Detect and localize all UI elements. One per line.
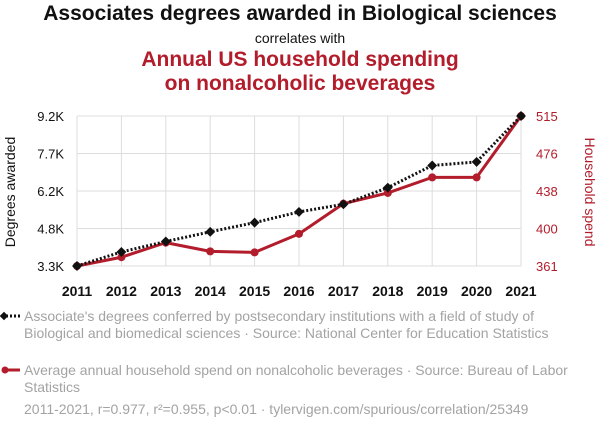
point-degrees xyxy=(205,226,216,237)
y-left-tick-label: 7.7K xyxy=(37,147,64,162)
point-household-spend xyxy=(295,229,303,238)
y-right-tick-label: 476 xyxy=(536,147,558,162)
secondary-title-line1: Annual US household spending xyxy=(141,48,459,71)
legend-series2: Average annual household spend on nonalc… xyxy=(0,362,590,397)
y-right-tick-label: 361 xyxy=(536,259,558,274)
x-axis-ticks: 2011 2012 2013 2014 2015 2016 2017 2018 2019 2020… xyxy=(62,283,537,299)
x-tick-label: 2015 xyxy=(239,283,270,299)
legend-series1: Associate's degrees conferred by postsec… xyxy=(0,308,590,360)
x-tick-label: 2020 xyxy=(461,283,492,299)
x-tick-label: 2014 xyxy=(195,283,226,299)
point-household-spend xyxy=(472,173,481,182)
legend-swatch-series2 xyxy=(1,366,20,374)
x-tick-label: 2017 xyxy=(328,283,359,299)
right-axis-ticks: 361 400 438 476 515 xyxy=(536,109,558,274)
x-tick-label: 2012 xyxy=(106,283,137,299)
x-tick-label: 2021 xyxy=(505,283,536,299)
x-tick-label: 2013 xyxy=(150,283,181,299)
point-degrees xyxy=(516,111,526,121)
chart-title: Associates degrees awarded in Biological… xyxy=(43,2,557,25)
legend-text-series2: Average annual household spend on nonalc… xyxy=(24,362,568,395)
secondary-title-line2: on nonalcoholic beverages xyxy=(164,72,436,95)
legend-swatch-series1 xyxy=(0,311,20,321)
left-axis-ticks: 3.3K 4.8K 6.2K 7.7K 9.2K xyxy=(37,109,64,274)
chart-subtitle: correlates with xyxy=(254,30,346,46)
series-markers xyxy=(72,111,526,271)
point-household-spend xyxy=(383,188,392,197)
point-degrees xyxy=(116,247,127,257)
point-degrees xyxy=(72,261,82,271)
y-right-tick-label: 400 xyxy=(536,222,558,237)
correlation-chart: 3.3K 4.8K 6.2K 7.7K 9.2K 361 400 438 476 515 201… xyxy=(2,109,598,299)
legend-text-series1: Associate's degrees conferred by postsec… xyxy=(24,308,549,341)
point-degrees xyxy=(471,156,482,167)
y-left-tick-label: 9.2K xyxy=(37,109,64,124)
x-tick-label: 2016 xyxy=(283,283,314,299)
y-right-tick-label: 515 xyxy=(536,109,558,124)
point-degrees xyxy=(382,182,393,193)
point-household-spend xyxy=(250,248,259,257)
point-degrees xyxy=(160,236,171,247)
point-degrees xyxy=(249,217,260,228)
y-left-tick-label: 4.8K xyxy=(37,222,64,237)
footer-stats: 2011-2021, r=0.977, r²=0.955, p<0.01 · t… xyxy=(24,401,529,417)
y-left-tick-label: 6.2K xyxy=(37,184,64,199)
y-right-tick-label: 438 xyxy=(536,184,558,199)
point-household-spend xyxy=(428,173,437,182)
y-right-axis-label: Household spend xyxy=(582,138,598,247)
x-tick-label: 2018 xyxy=(372,283,403,299)
y-left-axis-label: Degrees awarded xyxy=(2,137,18,248)
point-degrees xyxy=(427,160,438,171)
point-household-spend xyxy=(117,253,126,262)
x-tick-label: 2019 xyxy=(417,283,448,299)
point-degrees xyxy=(294,206,304,217)
point-degrees xyxy=(338,199,349,210)
x-tick-label: 2011 xyxy=(62,283,93,299)
point-household-spend xyxy=(206,247,215,256)
y-left-tick-label: 3.3K xyxy=(37,259,64,274)
grid-lines xyxy=(76,115,522,267)
